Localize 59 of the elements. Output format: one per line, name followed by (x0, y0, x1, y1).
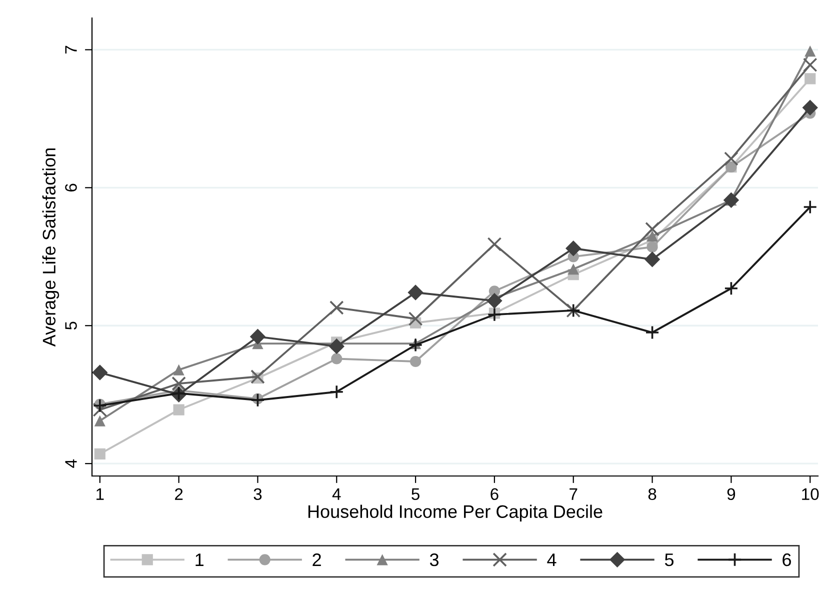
point (568, 264, 579, 275)
point (487, 307, 502, 322)
point (487, 237, 502, 252)
x-tick-label: 7 (570, 488, 578, 500)
y-tick-label: 6 (65, 184, 77, 192)
point (408, 312, 423, 326)
point (329, 384, 344, 400)
legend-label: 4 (547, 554, 556, 566)
x-tick-label: 1 (96, 488, 104, 500)
y-tick-label: 5 (65, 322, 77, 330)
point (94, 415, 106, 426)
point (250, 392, 265, 408)
legend-label: 2 (312, 553, 321, 566)
point (331, 353, 342, 364)
point (250, 370, 265, 384)
x-tick-label: 6 (490, 488, 498, 500)
x-tick-label: 10 (802, 488, 819, 500)
point (724, 281, 738, 296)
x-tick-label: 8 (648, 488, 656, 500)
x-tick-label: 5 (412, 488, 420, 500)
point (486, 292, 502, 309)
point (408, 284, 424, 300)
point (802, 58, 818, 72)
point (646, 230, 658, 242)
point (250, 328, 266, 345)
point (724, 152, 738, 166)
point (723, 192, 740, 208)
point (644, 252, 660, 268)
point (328, 338, 344, 354)
x-tick-label: 2 (175, 488, 183, 500)
point (329, 300, 344, 315)
point (645, 325, 660, 340)
point (172, 376, 186, 391)
point (410, 356, 422, 368)
point (802, 200, 818, 214)
point (92, 364, 108, 380)
point (802, 100, 818, 116)
x-tick-label: 3 (254, 488, 262, 500)
legend-label: 3 (430, 553, 439, 566)
point (173, 404, 184, 416)
y-tick-label: 7 (65, 46, 77, 54)
legend-label: 6 (782, 553, 791, 566)
point (94, 448, 106, 460)
point (646, 241, 658, 253)
legend-label: 1 (196, 554, 204, 566)
point (408, 338, 423, 352)
x-axis-title: Household Income Per Capita Decile (308, 504, 602, 522)
y-axis-title: Average Life Satisfaction (42, 148, 60, 347)
x-tick-label: 9 (727, 488, 736, 500)
point (92, 402, 108, 417)
legend-label: 5 (664, 554, 674, 566)
y-tick-label: 4 (65, 459, 77, 468)
point (804, 46, 816, 57)
point (92, 398, 108, 413)
x-tick-label: 4 (332, 488, 341, 500)
point (566, 240, 582, 256)
point (645, 222, 660, 236)
point (804, 73, 816, 84)
point (173, 364, 184, 376)
